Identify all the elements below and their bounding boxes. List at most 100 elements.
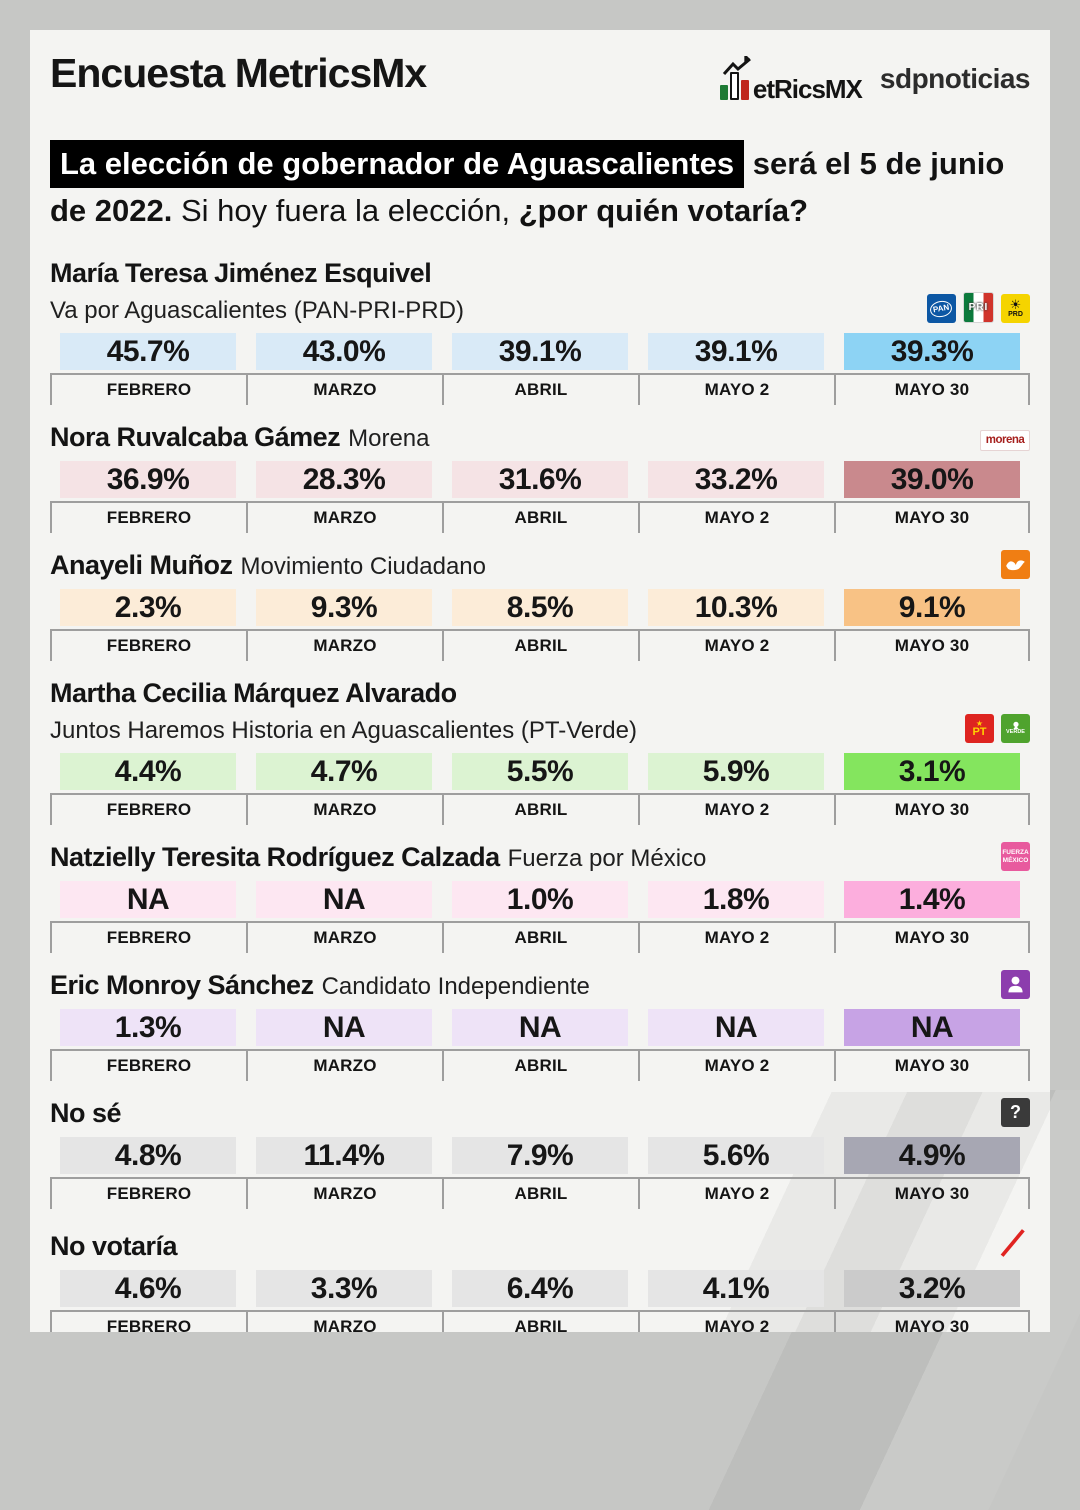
candidate-party: Morena [348, 425, 430, 453]
party-logos: ★ PT VERDE [965, 714, 1030, 745]
candidate-row: María Teresa Jiménez Esquivel Va por Agua… [50, 258, 1030, 406]
poll-value-cell: 3.3% [256, 1270, 432, 1308]
poll-value-cell: 28.3% [256, 461, 432, 499]
question-bold: será el 5 de junio de 2022. [50, 146, 1005, 229]
month-label: MAYO 30 [834, 375, 1030, 406]
header: Encuesta MetricsMx etRicsMX sdpnoticias [30, 30, 1050, 102]
month-label: MAYO 2 [638, 631, 834, 662]
poll-value-cell: 36.9% [60, 461, 236, 499]
poll-values: 2.3% 9.3% 8.5% 10.3% 9.1% [50, 589, 1030, 627]
poll-value-cell: 8.5% [452, 589, 628, 627]
poll-values: 1.3% NA NA NA NA [50, 1009, 1030, 1047]
month-label: MAYO 2 [638, 1179, 834, 1210]
poll-value-cell: NA [648, 1009, 824, 1047]
poll-values: 45.7% 43.0% 39.1% 39.1% 39.3% [50, 333, 1030, 371]
month-label: ABRIL [442, 631, 638, 662]
party-logos: FUERZA MÉXICO [1001, 842, 1030, 873]
infographic-card: Encuesta MetricsMx etRicsMX sdpnoticias … [30, 30, 1050, 1332]
results-rows: María Teresa Jiménez Esquivel Va por Agua… [50, 258, 1030, 1332]
poll-value-cell: 43.0% [256, 333, 432, 371]
poll-value-cell: 10.3% [648, 589, 824, 627]
poll-value-cell: 1.0% [452, 881, 628, 919]
poll-value-cell: 33.2% [648, 461, 824, 499]
brand-logos: etRicsMX sdpnoticias [719, 56, 1031, 102]
month-label: MAYO 30 [834, 503, 1030, 534]
prd-logo: ☀ PRD [1001, 294, 1030, 324]
poll-value-cell: 7.9% [452, 1137, 628, 1175]
poll-value-cell: 2.3% [60, 589, 236, 627]
candidate-name: No votaría [50, 1231, 178, 1262]
poll-value-cell: NA [452, 1009, 628, 1047]
question-regular: Si hoy fuera la elección, [172, 193, 519, 229]
poll-value-cell: 4.1% [648, 1270, 824, 1308]
poll-months: FEBRERO MARZO ABRIL MAYO 2 MAYO 30 [50, 501, 1030, 534]
candidate-row: Nora Ruvalcaba Gámez Morena morena 36.9% 2… [50, 422, 1030, 534]
candidate-row: Martha Cecilia Márquez Alvarado Juntos Ha… [50, 678, 1030, 826]
poll-value-cell: 4.8% [60, 1137, 236, 1175]
party-logos [1001, 970, 1030, 1001]
month-label: MARZO [246, 375, 442, 406]
month-label: MAYO 30 [834, 795, 1030, 826]
candidate-name: No sé [50, 1098, 122, 1129]
poll-value-cell: 11.4% [256, 1137, 432, 1175]
poll-months: FEBRERO MARZO ABRIL MAYO 2 MAYO 30 [50, 1049, 1030, 1082]
month-label: MAYO 2 [638, 795, 834, 826]
candidate-party: Juntos Haremos Historia en Aguascaliente… [50, 717, 637, 745]
candidate-party: Movimiento Ciudadano [240, 553, 486, 581]
pt-logo: ★ PT [965, 714, 994, 744]
candidate-row: Natzielly Teresita Rodríguez Calzada Fuer… [50, 842, 1030, 954]
trend-arrow-icon [722, 56, 751, 76]
party-logos [994, 1226, 1030, 1262]
candidate-party: Va por Aguascalientes (PAN-PRI-PRD) [50, 297, 464, 325]
month-label: MAYO 2 [638, 503, 834, 534]
poll-months: FEBRERO MARZO ABRIL MAYO 2 MAYO 30 [50, 1177, 1030, 1210]
poll-value-cell: 4.6% [60, 1270, 236, 1308]
candidate-party: Fuerza por México [507, 845, 707, 873]
month-label: FEBRERO [50, 631, 246, 662]
party-logos: ? [1001, 1098, 1030, 1129]
verde-logo: VERDE [1001, 714, 1030, 744]
poll-months: FEBRERO MARZO ABRIL MAYO 2 MAYO 30 [50, 1310, 1030, 1332]
month-label: MARZO [246, 503, 442, 534]
month-label: ABRIL [442, 503, 638, 534]
metricsmx-bar-green [719, 85, 728, 100]
pan-logo: PAN [927, 294, 956, 324]
month-label: ABRIL [442, 795, 638, 826]
question-bold-end: ¿por quién votaría? [518, 193, 809, 229]
month-label: MAYO 2 [638, 1312, 834, 1332]
month-label: MARZO [246, 1312, 442, 1332]
poll-value-cell: 9.1% [844, 589, 1020, 627]
candidate-name: Anayeli Muñoz [50, 550, 233, 581]
poll-value-cell: 1.4% [844, 881, 1020, 919]
poll-value-cell: 4.7% [256, 753, 432, 791]
month-label: MAYO 2 [638, 375, 834, 406]
month-label: MARZO [246, 631, 442, 662]
month-label: FEBRERO [50, 1312, 246, 1332]
poll-value-cell: 4.9% [844, 1137, 1020, 1175]
question-highlight: La elección de gobernador de Aguascalien… [50, 140, 745, 188]
morena-logo: morena [980, 430, 1030, 452]
poll-values: 36.9% 28.3% 31.6% 33.2% 39.0% [50, 461, 1030, 499]
month-label: MAYO 30 [834, 631, 1030, 662]
poll-value-cell: 39.0% [844, 461, 1020, 499]
month-label: MAYO 2 [638, 923, 834, 954]
poll-values: 4.8% 11.4% 7.9% 5.6% 4.9% [50, 1137, 1030, 1175]
candidate-name: Natzielly Teresita Rodríguez Calzada [50, 842, 500, 873]
mc-logo [1001, 550, 1030, 580]
month-label: ABRIL [442, 1312, 638, 1332]
candidate-row: Eric Monroy Sánchez Candidato Independien… [50, 970, 1030, 1082]
candidate-name: Eric Monroy Sánchez [50, 970, 314, 1001]
poll-value-cell: 39.3% [844, 333, 1020, 371]
independent-person-icon [1001, 970, 1030, 1000]
poll-values: 4.4% 4.7% 5.5% 5.9% 3.1% [50, 753, 1030, 791]
month-label: MAYO 30 [834, 1051, 1030, 1082]
poll-months: FEBRERO MARZO ABRIL MAYO 2 MAYO 30 [50, 921, 1030, 954]
poll-value-cell: 5.6% [648, 1137, 824, 1175]
month-label: MARZO [246, 1179, 442, 1210]
no-vote-slash-icon [994, 1226, 1030, 1260]
poll-value-cell: 5.5% [452, 753, 628, 791]
month-label: ABRIL [442, 1051, 638, 1082]
poll-value-cell: 1.3% [60, 1009, 236, 1047]
poll-months: FEBRERO MARZO ABRIL MAYO 2 MAYO 30 [50, 373, 1030, 406]
pri-logo: PRI [963, 292, 994, 324]
